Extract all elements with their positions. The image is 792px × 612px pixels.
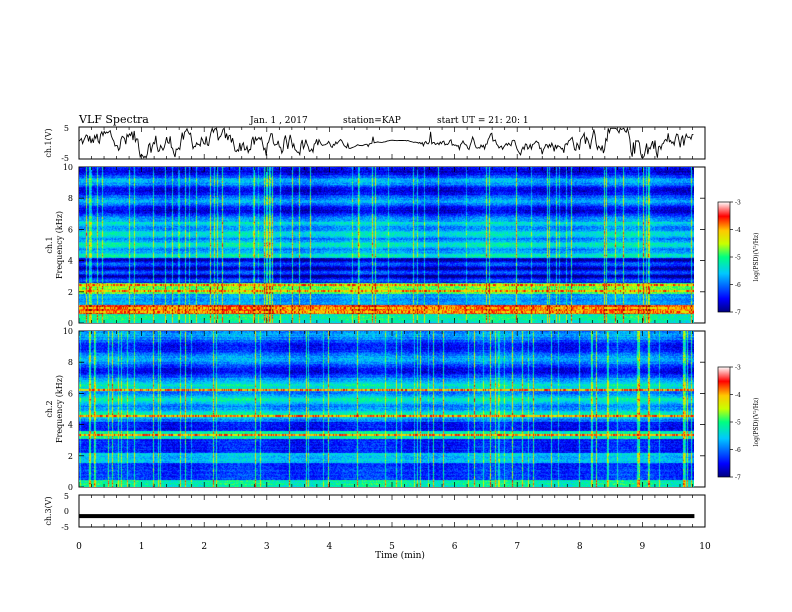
colorbar-tick-label: -6 <box>735 447 741 454</box>
time-axis: 0 1 2 3 4 5 6 7 8 9 10 <box>76 542 711 552</box>
ch2-spectrogram-pixels <box>79 331 694 487</box>
xtick-label: 6 <box>452 542 458 552</box>
ytick-label: 10 <box>63 327 73 336</box>
ytick-label: 8 <box>68 194 73 203</box>
xtick-label: 7 <box>514 542 520 552</box>
ch3-waveform-ylabel: ch.3(V) <box>44 496 53 525</box>
xtick-label: 9 <box>640 542 646 552</box>
ytick-label: 0 <box>68 483 73 492</box>
xtick-label: 1 <box>139 542 145 552</box>
ch3-ytick-neg5: -5 <box>61 523 69 532</box>
start-ut-label: start UT = 21: 20: 1 <box>437 116 529 126</box>
ytick-label: 8 <box>68 358 73 367</box>
colorbar-tick-label: -7 <box>735 310 741 317</box>
ch3-ytick-0: 0 <box>64 507 69 516</box>
ytick-label: 6 <box>68 225 73 234</box>
colorbar-tick-label: -4 <box>735 392 741 399</box>
ch2-colorbar-gradient <box>717 366 731 478</box>
ch2-spectrogram-ylabel-line1: ch.2 <box>45 400 54 417</box>
ch1-spectrogram-ticks: 0 2 4 6 8 10 <box>63 163 706 328</box>
ch3-waveform-frame <box>78 494 706 528</box>
ch1-ytick-neg5: -5 <box>61 154 69 163</box>
colorbar-tick-label: -7 <box>735 475 741 482</box>
ch2-colorbar: -3 -4 -5 -6 -7 log(PSD)(V²/Hz) <box>717 365 760 482</box>
ch3-waveform-line <box>79 514 695 519</box>
ytick-label: 10 <box>63 163 73 172</box>
xtick-label: 3 <box>264 542 270 552</box>
ch1-colorbar: -3 -4 -5 -6 -7 log(PSD)(V²/Hz) <box>717 200 760 317</box>
ch3-ytick-5: 5 <box>64 492 69 501</box>
colorbar-tick-label: -6 <box>735 282 741 289</box>
xtick-label: 4 <box>327 542 333 552</box>
ch1-colorbar-label: log(PSD)(V²/Hz) <box>753 233 760 282</box>
ytick-label: 0 <box>68 319 73 328</box>
colorbar-tick-label: -3 <box>735 200 741 207</box>
ch2-spectrogram-image <box>79 331 694 487</box>
ch3-waveform-panel: 5 0 -5 ch.3(V) <box>44 492 706 532</box>
ch2-colorbar-label: log(PSD)(V²/Hz) <box>753 398 760 447</box>
ch1-spectrogram-ylabel-line1: ch.1 <box>45 236 54 253</box>
xtick-label: 5 <box>389 542 395 552</box>
ytick-label: 6 <box>68 389 73 398</box>
ch1-waveform-ticks <box>78 127 706 159</box>
colorbar-tick-label: -4 <box>735 227 741 234</box>
ch2-colorbar-ticks: -3 -4 -5 -6 -7 <box>730 365 741 482</box>
ch1-colorbar-gradient <box>717 201 731 313</box>
ch1-waveform-frame <box>78 126 706 160</box>
ch2-spectrogram-panel: 0 2 4 6 8 10 ch.2 Frequency (kHz) <box>45 327 706 492</box>
ch1-waveform-line <box>78 126 694 159</box>
ch1-waveform-ylabel: ch.1(V) <box>44 128 53 157</box>
date-label: Jan. 1 , 2017 <box>249 116 308 126</box>
figure-title: VLF Spectra <box>78 113 149 126</box>
ch2-spectrogram-ticks: 0 2 4 6 8 10 <box>63 327 706 492</box>
ch1-spectrogram-image <box>79 167 694 323</box>
ch1-spectrogram-pixels <box>79 167 694 323</box>
colorbar-tick-label: -5 <box>735 420 741 427</box>
ch2-spectrogram-ylabel-line2: Frequency (kHz) <box>55 375 64 443</box>
ytick-label: 4 <box>68 257 73 266</box>
ch3-waveform-ticks <box>78 495 706 527</box>
xtick-label: 2 <box>201 542 207 552</box>
ch1-waveform-panel: 5 -5 ch.1(V) <box>44 124 706 163</box>
ytick-label: 2 <box>68 452 73 461</box>
ch1-ytick-5: 5 <box>64 124 69 133</box>
xtick-label: 8 <box>577 542 583 552</box>
time-axis-label: Time (min) <box>375 550 425 561</box>
ch1-colorbar-ticks: -3 -4 -5 -6 -7 <box>730 200 741 317</box>
ytick-label: 2 <box>68 288 73 297</box>
xtick-label: 0 <box>76 542 82 552</box>
ch1-spectrogram-ylabel-line2: Frequency (kHz) <box>55 211 64 279</box>
xtick-label: 10 <box>699 542 711 552</box>
ch1-spectrogram-panel: 0 2 4 6 8 10 ch.1 Frequency (kHz) <box>45 163 706 328</box>
ytick-label: 4 <box>68 421 73 430</box>
colorbar-tick-label: -3 <box>735 365 741 372</box>
station-label: station=KAP <box>343 116 401 126</box>
colorbar-tick-label: -5 <box>735 255 741 262</box>
